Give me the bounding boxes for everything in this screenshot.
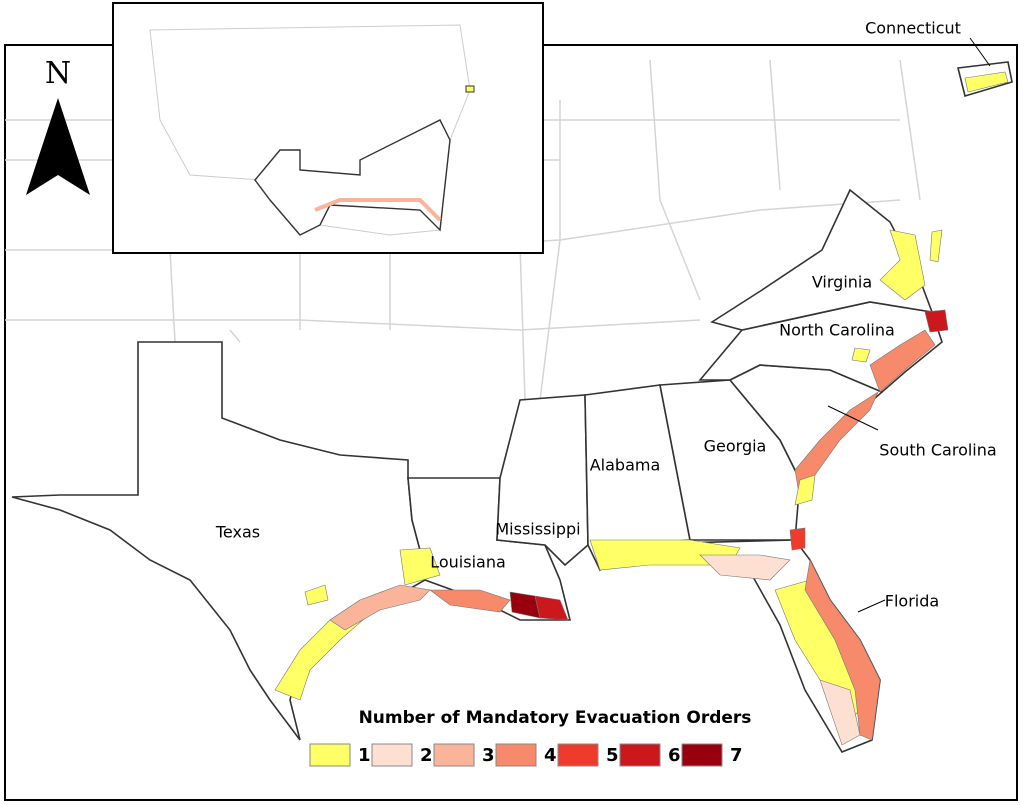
legend-label: 3: [482, 745, 495, 766]
north-arrow-shape: [26, 98, 90, 195]
legend-swatch: [371, 743, 413, 767]
state-label: Georgia: [704, 437, 767, 456]
legend-swatch: [681, 743, 723, 767]
state-label: Louisiana: [430, 553, 506, 572]
mississippi-shape: [496, 394, 589, 567]
legend: Number of Mandatory Evacuation Orders 1 2…: [309, 708, 752, 767]
leader-lines: [827, 37, 991, 613]
legend-label: 2: [420, 745, 433, 766]
legend-label: 7: [730, 745, 743, 766]
legend-label: 6: [668, 745, 681, 766]
legend-label: 4: [544, 745, 557, 766]
north-label: N: [45, 56, 71, 91]
legend-title: Number of Mandatory Evacuation Orders: [359, 708, 752, 728]
state-label: Connecticut: [865, 19, 961, 38]
state-label: Texas: [215, 523, 260, 542]
state-label: Florida: [885, 592, 939, 611]
legend-swatch: [495, 743, 537, 767]
legend-label: 1: [358, 745, 371, 766]
state-label: North Carolina: [779, 321, 895, 340]
evacuation-counties: [274, 71, 1009, 746]
legend-swatch: [619, 743, 661, 767]
inset-map: [149, 24, 475, 236]
legend-swatch: [433, 743, 475, 767]
north-arrow: N: [26, 56, 90, 195]
state-label: Mississippi: [495, 520, 580, 539]
legend-swatch: [557, 743, 599, 767]
state-label: South Carolina: [879, 441, 996, 460]
state-label: Alabama: [590, 456, 661, 475]
legend-swatch: [309, 743, 351, 767]
legend-label: 5: [606, 745, 619, 766]
inset-frame: [112, 2, 544, 254]
state-labels: Connecticut Virginia North Carolina South C…: [215, 19, 997, 611]
state-label: Virginia: [812, 273, 872, 292]
